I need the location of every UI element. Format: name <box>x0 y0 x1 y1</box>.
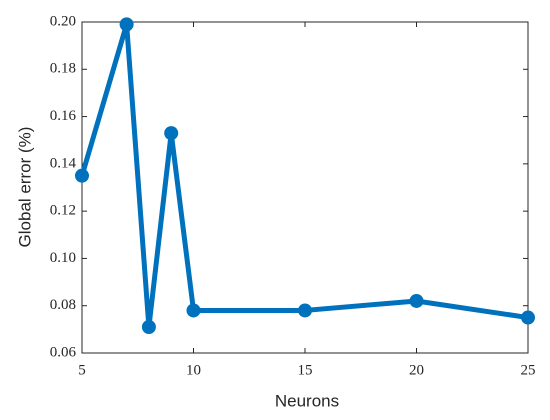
plot-frame <box>81 21 529 354</box>
y-tick-label: 0.20 <box>50 13 76 29</box>
data-point <box>409 293 424 308</box>
data-point <box>119 17 134 32</box>
y-tick-label: 0.12 <box>50 203 76 219</box>
x-tick-label: 10 <box>186 362 201 378</box>
data-point <box>186 303 201 318</box>
x-tick-label: 5 <box>78 362 86 378</box>
x-axis-label: Neurons <box>275 391 339 410</box>
data-point <box>141 319 156 334</box>
data-point <box>298 303 312 318</box>
x-tick-label: 20 <box>409 362 424 378</box>
y-tick-label: 0.06 <box>50 344 77 360</box>
x-tick-label: 15 <box>298 362 313 378</box>
y-tick-label: 0.10 <box>50 250 76 266</box>
data-point <box>75 168 89 183</box>
y-tick-label: 0.08 <box>50 297 76 313</box>
y-tick-label: 0.14 <box>50 155 77 171</box>
y-tick-label: 0.16 <box>50 108 77 124</box>
data-point <box>521 310 535 325</box>
y-axis-label: Global error (%) <box>15 127 34 248</box>
series-line <box>79 21 529 330</box>
y-tick-label: 0.18 <box>50 61 76 77</box>
data-point <box>164 126 179 141</box>
x-tick-label: 25 <box>521 362 536 378</box>
